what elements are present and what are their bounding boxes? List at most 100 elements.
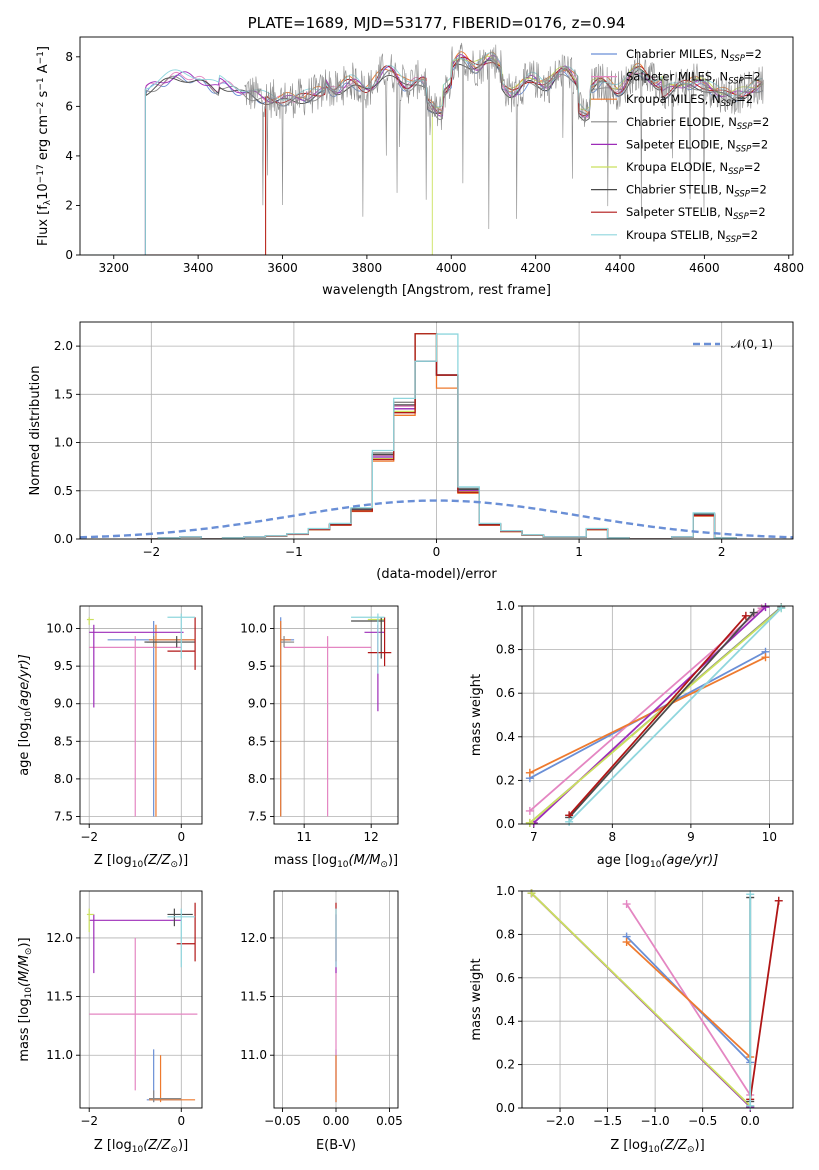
x-tick-label: −2 xyxy=(80,830,98,844)
x-tick-label: 0.0 xyxy=(741,1114,760,1128)
mass-weight-vs-age-y-label: mass weight xyxy=(469,674,484,756)
residuals-frame xyxy=(79,321,794,540)
x-tick-label: −1 xyxy=(285,545,303,559)
legend-entry: Kroupa MILES, NSSP=2 xyxy=(626,92,753,109)
mass-vs-ebv-x-label: E(B-V) xyxy=(316,1138,356,1153)
x-tick-label: −0.5 xyxy=(688,1114,717,1128)
y-tick-label: 2.0 xyxy=(54,339,73,353)
y-tick-label: 8 xyxy=(65,50,73,64)
age-vs-Z-errorbars xyxy=(86,613,196,817)
y-tick-label: 9.0 xyxy=(248,697,267,711)
legend-entry: Salpeter MILES, NSSP=2 xyxy=(626,70,761,87)
mass-vs-Z-frame xyxy=(79,890,203,1109)
weight-line xyxy=(622,937,755,1062)
x-tick-label: 4400 xyxy=(605,261,636,275)
age-vs-mass-errorbars xyxy=(280,613,392,817)
errorbar-point xyxy=(144,636,196,648)
mass-weight-vs-Z-y-label: mass weight xyxy=(469,958,484,1040)
errorbar-point xyxy=(280,621,291,817)
x-tick-label: 7 xyxy=(530,830,538,844)
x-tick-label: 12 xyxy=(364,830,379,844)
y-tick-label: 8.5 xyxy=(248,734,267,748)
y-tick-label: 1.0 xyxy=(54,436,73,450)
errorbar-point xyxy=(86,617,94,625)
mass-weight-vs-age-frame xyxy=(521,605,794,825)
y-tick-label: 8.0 xyxy=(248,772,267,786)
legend-entry: Chabrier ELODIE, NSSP=2 xyxy=(626,115,769,132)
y-tick-label: 0.5 xyxy=(54,484,73,498)
y-tick-label: 0.2 xyxy=(496,773,515,787)
weight-line xyxy=(527,889,755,1110)
weight-line xyxy=(565,611,750,820)
x-tick-label: 4000 xyxy=(436,261,467,275)
errorbar-point xyxy=(280,636,295,648)
y-tick-label: 12.0 xyxy=(240,931,267,945)
y-tick-label: 0.8 xyxy=(496,927,515,941)
y-tick-label: 8.0 xyxy=(54,772,73,786)
legend-entry: Kroupa ELODIE, NSSP=2 xyxy=(626,160,761,177)
legend-entry: Chabrier STELIB, NSSP=2 xyxy=(626,183,767,200)
y-tick-label: 8.5 xyxy=(54,734,73,748)
weight-line xyxy=(746,890,755,1110)
y-tick-label: 9.0 xyxy=(54,697,73,711)
figure-title: PLATE=1689, MJD=53177, FIBERID=0176, z=0… xyxy=(248,14,626,32)
legend-entry: Kroupa STELIB, NSSP=2 xyxy=(626,228,758,245)
weight-line xyxy=(525,604,786,827)
x-tick-label: 3800 xyxy=(352,261,383,275)
y-tick-label: 6 xyxy=(65,99,73,113)
y-tick-label: 10.0 xyxy=(46,622,73,636)
errorbar-point xyxy=(149,1090,182,1103)
mass-vs-Z-y-label: mass [log10(M/M⊙)] xyxy=(17,937,34,1061)
y-tick-label: 0.4 xyxy=(496,1014,515,1028)
errorbar-point xyxy=(149,1055,196,1103)
y-tick-label: 2 xyxy=(65,198,73,212)
y-tick-label: 9.5 xyxy=(54,659,73,673)
x-tick-label: 4600 xyxy=(689,261,720,275)
weight-line xyxy=(525,653,770,777)
mass-vs-Z-axes: −2 0 11.0 11.5 12.0 xyxy=(46,891,202,1128)
residuals-axes: −2 −1 0 1 2 0.0 0.5 1.0 1.5 2.0 xyxy=(54,322,793,559)
y-tick-label: 4 xyxy=(65,149,73,163)
age-vs-mass-frame xyxy=(273,605,399,825)
x-tick-label: 9 xyxy=(687,830,695,844)
mass-vs-ebv-axes: −0.05 0.00 0.05 11.0 11.5 12.0 xyxy=(240,891,403,1128)
spectrum-legend: Chabrier MILES, NSSP=2 Salpeter MILES, NS… xyxy=(591,47,769,244)
weight-line xyxy=(746,896,783,1104)
y-tick-label: 1.5 xyxy=(54,387,73,401)
errorbar-point xyxy=(89,636,182,817)
errorbar-point xyxy=(146,1049,182,1103)
spectrum-frame xyxy=(79,36,794,256)
legend-entry: Salpeter ELODIE, NSSP=2 xyxy=(626,137,768,154)
mass-weight-vs-Z-lines xyxy=(527,889,783,1111)
age-vs-Z-x-label: Z [log10(Z/Z⊙)] xyxy=(94,853,188,870)
x-tick-label: 11 xyxy=(297,830,312,844)
age-vs-Z-axes: −2 0 7.5 8.0 8.5 9.0 9.5 10.0 xyxy=(46,606,202,844)
x-tick-label: 4200 xyxy=(520,261,551,275)
mass-vs-Z-errorbars xyxy=(86,902,198,1103)
y-tick-label: 11.0 xyxy=(240,1048,267,1062)
x-tick-label: 10 xyxy=(762,830,777,844)
age-vs-Z-frame xyxy=(79,605,203,825)
residuals-x-label: (data-model)/error xyxy=(376,567,497,582)
x-tick-label: −2 xyxy=(80,1114,98,1128)
y-tick-label: 0.0 xyxy=(496,1101,515,1115)
errorbar-point xyxy=(167,908,196,968)
errorbar-point xyxy=(167,613,196,659)
errorbar-point xyxy=(351,617,385,659)
mass-weight-vs-Z-x-label: Z [log10(Z/Z⊙)] xyxy=(610,1138,704,1155)
y-tick-label: 0.4 xyxy=(496,730,515,744)
y-tick-label: 1.0 xyxy=(496,599,515,613)
errorbar-point xyxy=(176,902,196,962)
spectrum-data-line xyxy=(244,42,764,230)
legend-entry: Salpeter STELIB, NSSP=2 xyxy=(626,205,766,222)
residuals-y-label: Normed distribution xyxy=(28,366,43,496)
mass-weight-vs-Z-frame xyxy=(521,890,794,1109)
mass-vs-ebv-frame xyxy=(273,890,399,1109)
x-tick-label: 8 xyxy=(609,830,617,844)
y-tick-label: 0.0 xyxy=(54,532,73,546)
x-tick-label: 3400 xyxy=(183,261,214,275)
age-vs-Z-y-label: age [log10(age/yr)] xyxy=(17,654,34,776)
x-tick-label: −1.5 xyxy=(593,1114,622,1128)
weight-line xyxy=(565,608,758,822)
